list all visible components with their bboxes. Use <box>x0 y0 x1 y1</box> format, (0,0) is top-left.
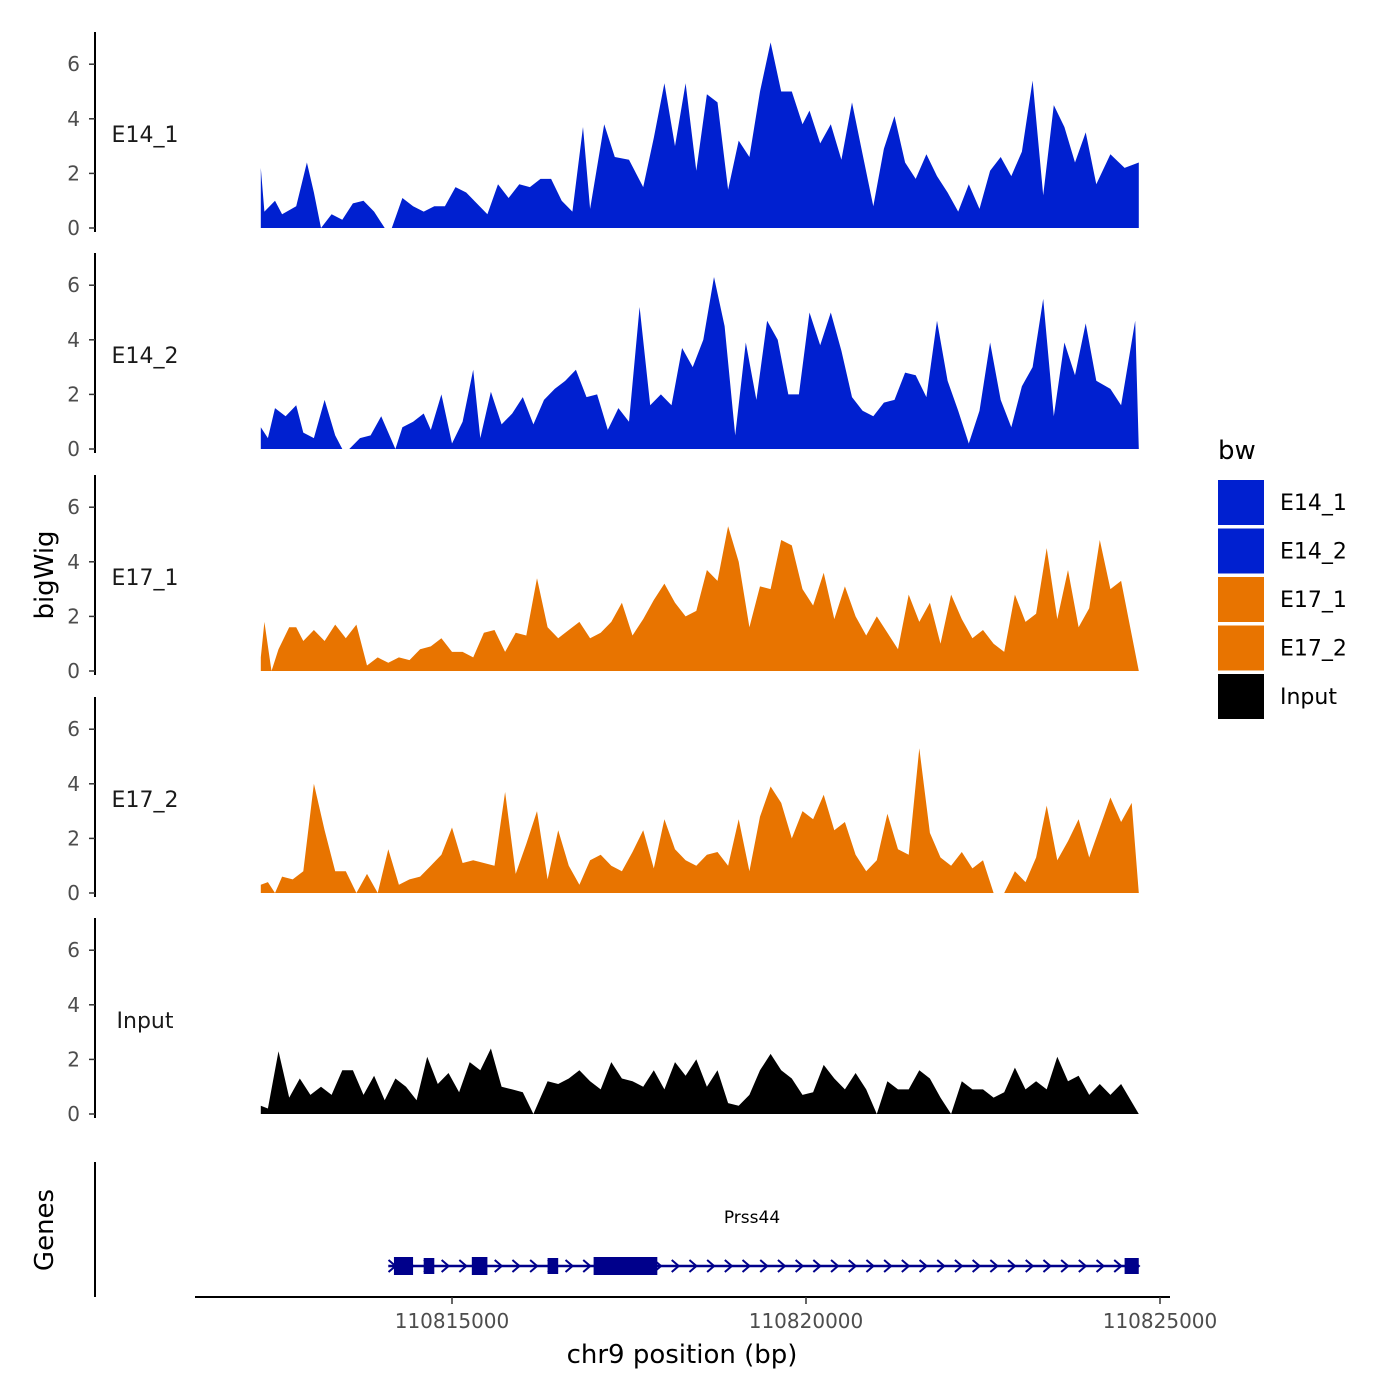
legend-title: bw <box>1218 436 1256 466</box>
legend-swatch-E14_1 <box>1218 480 1264 525</box>
legend-label-E14_1: E14_1 <box>1280 491 1347 516</box>
gene-track-panel: Genes Prss44 <box>30 1162 1141 1297</box>
strand-arrow <box>759 1259 769 1273</box>
track-label-E17_1: E17_1 <box>112 566 179 591</box>
area-Input <box>260 1048 1139 1114</box>
strand-arrow <box>741 1259 752 1273</box>
strand-arrow <box>724 1259 734 1273</box>
strand-arrow <box>440 1259 451 1273</box>
area-E17_2 <box>260 748 1139 893</box>
y-tick-label-E14_1-0: 0 <box>67 216 80 240</box>
exon-4 <box>547 1258 559 1274</box>
y-tick-label-Input-4: 4 <box>67 993 80 1017</box>
gene-model <box>387 1257 1141 1275</box>
strand-arrow <box>936 1259 946 1273</box>
legend-swatch-E14_2 <box>1218 528 1264 574</box>
x-tick-label-110815000: 110815000 <box>395 1309 510 1333</box>
track-E14_2: 0 2 4 6 E14_2 <box>67 253 1139 461</box>
strand-arrow <box>812 1259 822 1273</box>
y-tick-label-E14_2-0: 0 <box>67 437 80 461</box>
x-axis: 110815000 110820000 110825000 <box>195 1296 1218 1333</box>
strand-arrow <box>901 1259 911 1273</box>
legend-label-E14_2: E14_2 <box>1280 540 1347 565</box>
x-tick-label-110825000: 110825000 <box>1103 1309 1218 1333</box>
strand-arrow <box>671 1259 681 1273</box>
legend-label-E17_2: E17_2 <box>1280 637 1347 662</box>
track-label-E14_1: E14_1 <box>112 123 179 148</box>
legend-label-E17_1: E17_1 <box>1280 588 1347 613</box>
y-tick-label-E14_1-2: 2 <box>67 161 80 185</box>
y-tick-label-E14_2-4: 4 <box>67 328 80 352</box>
legend-swatch-E17_2 <box>1218 625 1264 671</box>
strand-arrow <box>830 1259 840 1273</box>
track-label-E14_2: E14_2 <box>112 344 179 369</box>
strand-arrow <box>883 1259 893 1273</box>
gene-track-title: Genes <box>30 1189 60 1271</box>
strand-arrow <box>1007 1259 1017 1273</box>
legend-swatch-Input <box>1218 674 1264 719</box>
strand-arrow <box>1025 1259 1035 1273</box>
strand-arrow <box>954 1259 964 1273</box>
track-E17_1: 0 2 4 6 E17_1 <box>67 475 1139 683</box>
y-axis-title: bigWig <box>30 530 60 619</box>
area-E14_2 <box>260 277 1139 449</box>
strand-arrow <box>989 1259 999 1273</box>
y-tick-label-Input-0: 0 <box>67 1102 80 1126</box>
legend: bw E14_1 E14_2 E17_1 E17_2 Input <box>1218 436 1347 719</box>
exon-3 <box>471 1257 488 1275</box>
y-tick-label-E17_1-6: 6 <box>67 495 80 519</box>
y-tick-label-Input-2: 2 <box>67 1047 80 1071</box>
area-E17_1 <box>260 526 1139 671</box>
signal-tracks: 0 2 4 6 E14_1 0 2 4 6 E14_2 0 2 4 6 E17_1 0 2 4 6 E17_2 0 2 4 6… <box>67 32 1139 1126</box>
track-E14_1: 0 2 4 6 E14_1 <box>67 32 1139 240</box>
strand-arrow <box>688 1259 698 1273</box>
strand-arrow <box>1095 1259 1106 1273</box>
track-label-E17_2: E17_2 <box>112 788 179 813</box>
exon-5 <box>593 1257 658 1275</box>
legend-swatch-E17_1 <box>1218 577 1264 622</box>
y-tick-label-E14_2-2: 2 <box>67 382 80 406</box>
track-E17_2: 0 2 4 6 E17_2 <box>67 697 1139 905</box>
track-label-Input: Input <box>117 1009 174 1034</box>
y-tick-label-E14_1-6: 6 <box>67 52 80 76</box>
y-tick-label-E17_2-4: 4 <box>67 772 80 796</box>
y-tick-label-E17_2-6: 6 <box>67 717 80 741</box>
y-tick-label-E17_2-2: 2 <box>67 826 80 850</box>
strand-arrow <box>529 1259 539 1273</box>
strand-arrow <box>564 1259 575 1273</box>
strand-arrow <box>794 1259 805 1273</box>
y-tick-label-E17_1-0: 0 <box>67 659 80 683</box>
strand-arrow <box>777 1259 787 1273</box>
y-tick-label-E14_2-6: 6 <box>67 273 80 297</box>
strand-arrow <box>458 1259 468 1273</box>
x-axis-title: chr9 position (bp) <box>567 1340 798 1370</box>
strand-arrow <box>865 1259 875 1273</box>
strand-arrow <box>582 1259 592 1273</box>
y-tick-label-E17_1-2: 2 <box>67 604 80 628</box>
x-tick-label-110820000: 110820000 <box>749 1309 864 1333</box>
y-tick-label-E17_2-0: 0 <box>67 881 80 905</box>
strand-arrow <box>1060 1259 1070 1273</box>
strand-arrow <box>1113 1259 1123 1273</box>
y-tick-label-E14_1-4: 4 <box>67 107 80 131</box>
strand-arrow <box>918 1259 929 1273</box>
y-tick-label-E17_1-4: 4 <box>67 550 80 574</box>
strand-arrow <box>971 1259 982 1273</box>
y-tick-label-Input-6: 6 <box>67 938 80 962</box>
strand-arrow <box>706 1259 716 1273</box>
strand-arrow <box>1078 1259 1088 1273</box>
exon-2 <box>423 1258 435 1274</box>
legend-label-Input: Input <box>1280 685 1337 710</box>
gene-name-label: Prss44 <box>724 1208 780 1228</box>
exon-6 <box>1124 1258 1139 1274</box>
area-E14_1 <box>260 42 1139 229</box>
strand-arrow <box>494 1259 504 1273</box>
exon-1 <box>393 1257 414 1275</box>
strand-arrow <box>511 1259 521 1273</box>
strand-arrow <box>848 1259 858 1273</box>
strand-arrow <box>1042 1259 1052 1273</box>
track-Input: 0 2 4 6 Input <box>67 918 1139 1126</box>
